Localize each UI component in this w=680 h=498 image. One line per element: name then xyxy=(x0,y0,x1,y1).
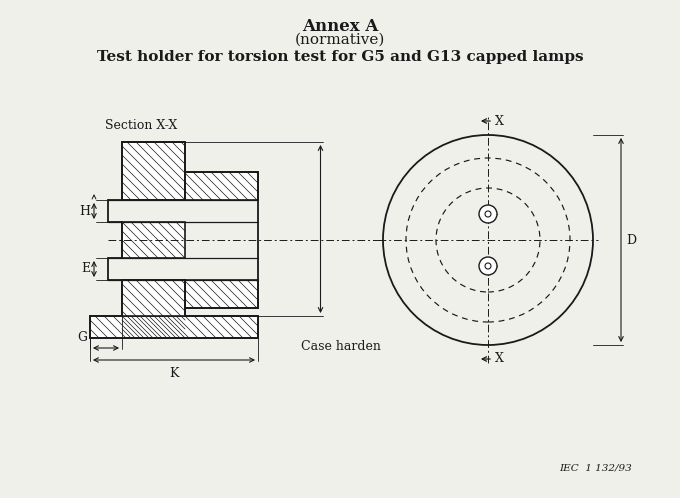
Circle shape xyxy=(479,257,497,275)
Circle shape xyxy=(479,205,497,223)
Text: H: H xyxy=(79,205,90,218)
Text: X: X xyxy=(495,353,504,366)
Text: G: G xyxy=(77,331,87,344)
Text: X: X xyxy=(495,115,504,127)
Text: E: E xyxy=(81,262,90,275)
FancyBboxPatch shape xyxy=(122,222,185,258)
Text: Section X-X: Section X-X xyxy=(105,119,177,132)
Circle shape xyxy=(485,263,491,269)
Text: K: K xyxy=(169,367,179,380)
Text: (normative): (normative) xyxy=(295,33,385,47)
Text: IEC  1 132/93: IEC 1 132/93 xyxy=(559,464,632,473)
FancyBboxPatch shape xyxy=(185,280,258,308)
FancyBboxPatch shape xyxy=(122,280,185,338)
Text: D: D xyxy=(626,234,636,247)
FancyBboxPatch shape xyxy=(122,142,185,200)
FancyBboxPatch shape xyxy=(90,316,258,338)
Text: Case harden: Case harden xyxy=(301,340,380,353)
Text: Test holder for torsion test for G5 and G13 capped lamps: Test holder for torsion test for G5 and … xyxy=(97,50,583,64)
FancyBboxPatch shape xyxy=(185,172,258,200)
Circle shape xyxy=(485,211,491,217)
Text: Annex A: Annex A xyxy=(302,18,378,35)
